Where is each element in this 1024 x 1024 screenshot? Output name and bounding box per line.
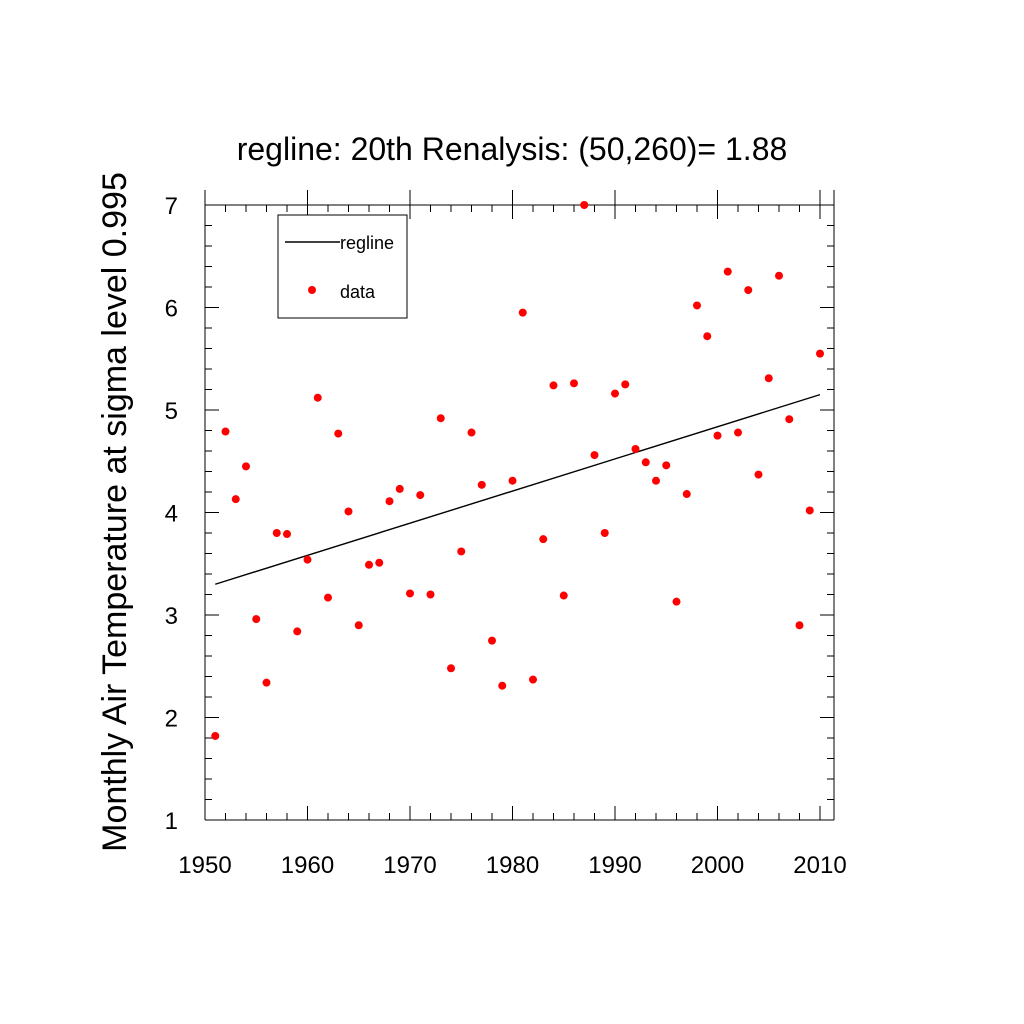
regression-line (215, 393, 821, 585)
data-point (518, 308, 527, 317)
data-point (570, 379, 578, 388)
data-point (508, 476, 517, 485)
data-point (682, 490, 691, 499)
y-tick-label: 2 (165, 706, 178, 733)
y-tick-label: 5 (165, 398, 178, 425)
data-point (365, 560, 373, 569)
data-point (406, 589, 414, 598)
data-point (641, 458, 650, 467)
data-point (611, 389, 619, 398)
data-point (283, 530, 291, 539)
data-point (580, 201, 589, 209)
plot-frame (204, 190, 835, 821)
data-point (621, 380, 630, 389)
data-point (324, 593, 332, 602)
y-axis-ticks: 1 2 3 4 5 6 7 (165, 193, 834, 835)
data-point (764, 374, 773, 383)
data-point (395, 484, 404, 493)
data-point (293, 627, 302, 636)
data-point (754, 470, 763, 479)
data-point (785, 415, 794, 424)
legend-box (277, 214, 408, 319)
x-tick-label: 1970 (383, 852, 436, 879)
data-point (488, 636, 496, 645)
data-point (600, 529, 609, 537)
data-point (221, 427, 230, 436)
data-point (252, 615, 261, 624)
y-axis-label: Monthly Air Temperature at sigma level 0… (96, 172, 134, 852)
series-layer (211, 201, 824, 740)
x-tick-label: 2010 (793, 852, 846, 879)
y-tick-label: 4 (165, 501, 178, 528)
data-point (529, 675, 537, 684)
data-point (734, 428, 742, 437)
data-point (375, 558, 384, 567)
legend-label-data: data (340, 282, 376, 302)
data-point (549, 381, 558, 390)
data-point (713, 431, 722, 440)
x-tick-label: 1980 (486, 852, 539, 879)
data-point (416, 491, 425, 500)
y-tick-label: 6 (165, 296, 178, 323)
legend-data-marker (308, 286, 316, 294)
data-point (231, 495, 240, 504)
x-tick-label: 1960 (281, 852, 334, 879)
data-point (744, 286, 753, 295)
y-tick-label: 7 (165, 193, 178, 220)
data-point (272, 529, 281, 537)
data-point (344, 507, 353, 516)
data-point (313, 393, 322, 402)
data-point (652, 476, 660, 485)
data-point (385, 497, 394, 506)
data-point (672, 597, 681, 606)
y-tick-label: 3 (165, 603, 178, 630)
x-tick-label: 1950 (178, 852, 231, 879)
chart-title: regline: 20th Renalysis: (50,260)= 1.88 (237, 131, 788, 167)
x-tick-label: 2000 (691, 852, 744, 879)
data-point (477, 480, 486, 489)
data-point (262, 678, 271, 687)
x-tick-label: 1990 (588, 852, 641, 879)
x-axis-ticks: 1950 1960 1970 1980 1990 2000 2010 (178, 190, 847, 879)
data-point (703, 332, 712, 341)
data-point (447, 664, 455, 673)
data-point (303, 555, 312, 564)
data-point (775, 271, 783, 280)
y-tick-label: 1 (165, 808, 178, 835)
data-point (467, 428, 476, 437)
data-point (795, 621, 804, 630)
data-point (211, 731, 220, 740)
legend: regline data (277, 214, 408, 319)
legend-label-regline: regline (340, 233, 394, 253)
data-point (662, 461, 671, 470)
data-point (693, 301, 701, 310)
data-point (242, 462, 250, 471)
data-point (723, 267, 732, 276)
data-point (816, 349, 824, 358)
data-point (498, 681, 507, 690)
data-point (354, 621, 363, 630)
data-point (436, 414, 445, 423)
data-point (539, 535, 548, 544)
data-point (426, 590, 435, 599)
data-point (457, 547, 466, 556)
data-point (334, 429, 343, 438)
data-point (631, 444, 640, 453)
data-point (805, 506, 814, 515)
data-point (559, 591, 568, 600)
data-point (590, 451, 599, 460)
